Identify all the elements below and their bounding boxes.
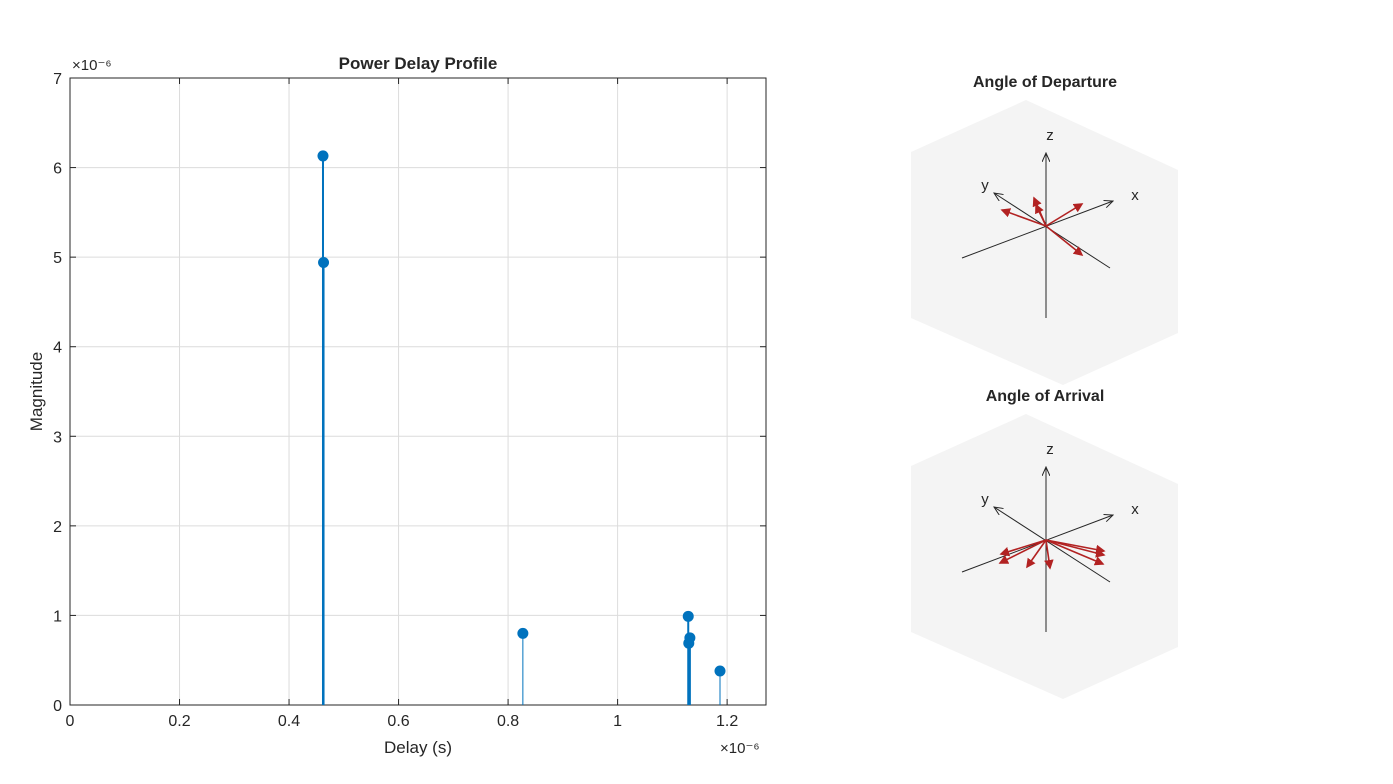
axis-label-x: x <box>1131 187 1139 204</box>
angle-of-arrival-plot: Angle of Arrival x y z <box>911 388 1178 699</box>
stem-marker <box>317 150 329 162</box>
x-tick-label: 0.4 <box>278 713 300 730</box>
x-axis-label: Delay (s) <box>384 738 452 757</box>
x-tick-label: 1.2 <box>716 713 738 730</box>
ray-arrow <box>1044 539 1054 570</box>
axis-label-z: z <box>1046 127 1054 144</box>
ray-arrow <box>1045 539 1105 566</box>
axis-label-y: y <box>981 177 989 194</box>
axis-label-x: x <box>1131 501 1139 518</box>
x-tick-label: 0 <box>66 713 75 730</box>
axis-label-z: z <box>1046 441 1054 458</box>
y-tick-label: 1 <box>53 608 62 625</box>
power-delay-profile-chart: 0 0.2 0.4 0.6 0.8 1 1.2 0 1 2 3 4 5 6 7 Power Delay Pro… <box>27 54 767 757</box>
y-exponent-label: ×10⁻⁶ <box>72 57 112 74</box>
stem-marker <box>683 637 695 649</box>
y-tick-label: 5 <box>53 250 62 267</box>
ray-arrow <box>1000 208 1047 227</box>
stem-marker <box>682 610 694 622</box>
angle-of-departure-plot: Angle of Departure x y z <box>911 74 1178 385</box>
chart-title: Power Delay Profile <box>339 54 498 73</box>
ray-arrow <box>1045 203 1084 227</box>
y-tick-label: 0 <box>53 698 62 715</box>
ray-arrow <box>1026 539 1047 569</box>
axes-background <box>911 100 1178 385</box>
stem-marker <box>318 257 330 269</box>
axes-background <box>911 414 1178 699</box>
axis-label-y: y <box>981 491 989 508</box>
axis-line <box>994 507 1111 583</box>
x-tick-label: 0.2 <box>168 713 190 730</box>
x-exponent-label: ×10⁻⁶ <box>720 740 760 757</box>
x-tick-label: 1 <box>613 713 622 730</box>
stem-marker <box>517 627 529 639</box>
y-tick-label: 6 <box>53 161 62 178</box>
plot-title: Angle of Arrival <box>986 388 1105 405</box>
y-tick-label: 7 <box>53 71 62 88</box>
ray-arrow <box>1035 203 1047 227</box>
axis-line <box>961 201 1113 259</box>
y-tick-label: 3 <box>53 429 62 446</box>
plot-area <box>70 78 766 705</box>
stem-marker <box>714 665 726 677</box>
x-tick-label: 0.6 <box>387 713 409 730</box>
y-tick-label: 4 <box>53 340 62 357</box>
y-tick-label: 2 <box>53 519 62 536</box>
x-tick-label: 0.8 <box>497 713 519 730</box>
plot-title: Angle of Departure <box>973 74 1117 91</box>
axes-box <box>69 77 767 706</box>
ray-arrow <box>1045 225 1084 257</box>
ray-arrow <box>999 539 1047 557</box>
ray-arrow <box>1045 539 1106 558</box>
ray-arrow <box>998 539 1047 564</box>
y-axis-label: Magnitude <box>27 352 46 431</box>
